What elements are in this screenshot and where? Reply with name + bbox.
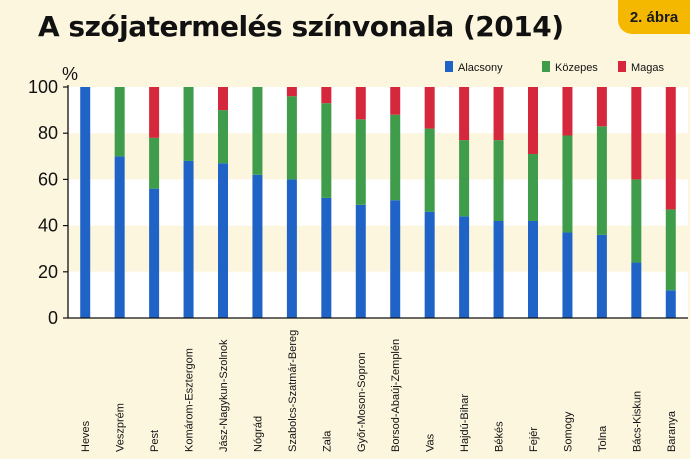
x-category-label: Jász-Nagykun-Szolnok: [218, 339, 230, 452]
bar-segment-medium: [114, 87, 125, 157]
bar-segment-medium: [183, 87, 194, 161]
x-category-label: Borsod-Abaúj-Zemplén: [390, 339, 402, 452]
bar-segment-low: [528, 220, 538, 318]
bar-segment-low: [321, 197, 332, 318]
bar-segment-low: [114, 156, 125, 318]
background-bands: [68, 87, 688, 318]
x-category-label: Vas: [425, 433, 437, 452]
bar-segment-low: [149, 188, 160, 318]
x-category-label: Békés: [494, 421, 506, 452]
bar-segment-medium: [286, 96, 297, 180]
x-category-label: Pest: [149, 430, 161, 452]
x-category-label: Győr-Moson-Sopron: [356, 352, 368, 452]
bar-segment-high: [321, 87, 332, 104]
bar-segment-high: [149, 87, 160, 138]
legend-swatch-high: [618, 61, 626, 72]
bars: [80, 87, 676, 318]
y-tick-label: 60: [38, 169, 58, 189]
y-axis-ticks: 0 20 40 60 80 100: [28, 77, 68, 328]
legend-label: Alacsony: [458, 62, 503, 74]
legend-label: Közepes: [555, 62, 598, 74]
axes: [67, 85, 688, 319]
bar-segment-medium: [355, 119, 366, 205]
bar-segment-high: [631, 87, 642, 180]
background-band: [68, 179, 688, 226]
figure-label-badge: 2. ábra: [618, 0, 690, 34]
y-tick-label: 80: [38, 123, 58, 143]
bar-segment-high: [596, 87, 607, 127]
x-category-label: Bács-Kiskun: [631, 391, 643, 452]
x-category-label: Fejér: [528, 427, 540, 452]
bar-segment-medium: [631, 179, 642, 263]
y-tick-label: 20: [38, 262, 58, 282]
legend: Alacsony Közepes Magas: [445, 61, 665, 74]
bar-segment-medium: [218, 110, 228, 164]
bar-segment-high: [218, 87, 228, 111]
y-tick-label: 0: [48, 308, 58, 328]
bar-segment-low: [183, 160, 194, 318]
bar-segment-medium: [424, 128, 435, 212]
bar-segment-medium: [459, 140, 470, 217]
x-category-label: Baranya: [666, 410, 678, 452]
legend-swatch-medium: [542, 61, 550, 72]
bar-segment-medium: [528, 153, 538, 221]
bar-segment-low: [631, 262, 642, 318]
y-tick-label: 40: [38, 216, 58, 236]
bar-segment-high: [665, 87, 676, 210]
bar-segment-low: [493, 220, 504, 318]
bar-segment-medium: [493, 140, 504, 221]
background-band: [68, 87, 688, 134]
background-band: [68, 271, 688, 318]
bar-segment-low: [252, 174, 263, 318]
bar-segment-low: [390, 200, 401, 318]
bar-segment-low: [218, 163, 228, 318]
bar-segment-medium: [321, 103, 332, 198]
x-category-label: Szabolcs-Szatmár-Bereg: [287, 330, 299, 452]
bar-segment-high: [355, 87, 366, 120]
y-axis-unit-label: %: [62, 64, 78, 84]
bar-segment-medium: [390, 114, 401, 201]
bar-segment-medium: [562, 135, 573, 233]
chart-title: A szójatermelés színvonala (2014): [38, 10, 564, 43]
bar-segment-low: [596, 234, 607, 318]
bar-segment-high: [390, 87, 401, 115]
x-axis-category-labels: Heves Veszprém Pest Komárom-Esztergom Jász-N…: [80, 330, 678, 452]
bar-segment-low: [562, 232, 573, 318]
bar-segment-high: [286, 87, 297, 97]
bar-segment-high: [493, 87, 504, 141]
bar-segment-low: [355, 204, 366, 318]
bar-segment-medium: [149, 137, 160, 189]
bar-segment-low: [424, 211, 435, 318]
x-category-label: Tolna: [597, 425, 609, 452]
x-category-label: Hajdú-Bihar: [459, 394, 471, 452]
x-category-label: Zala: [321, 430, 333, 452]
bar-segment-medium: [665, 209, 676, 291]
legend-label: Magas: [631, 62, 665, 74]
x-category-label: Somogy: [562, 411, 574, 452]
legend-swatch-low: [445, 61, 453, 72]
x-category-label: Veszprém: [115, 403, 127, 452]
bar-segment-high: [528, 87, 538, 154]
y-tick-label: 100: [28, 77, 58, 97]
bar-segment-low: [665, 290, 676, 318]
bar-segment-high: [459, 87, 470, 141]
x-category-label: Heves: [80, 420, 92, 452]
bar-segment-low: [286, 179, 297, 318]
x-category-label: Nógrád: [252, 416, 264, 452]
bar-segment-low: [459, 216, 470, 318]
bar-segment-low: [80, 87, 91, 318]
bar-segment-high: [424, 87, 435, 129]
bar-segment-medium: [596, 126, 607, 235]
x-category-label: Komárom-Esztergom: [184, 348, 196, 452]
bar-segment-medium: [252, 87, 263, 175]
bar-segment-high: [562, 87, 573, 136]
